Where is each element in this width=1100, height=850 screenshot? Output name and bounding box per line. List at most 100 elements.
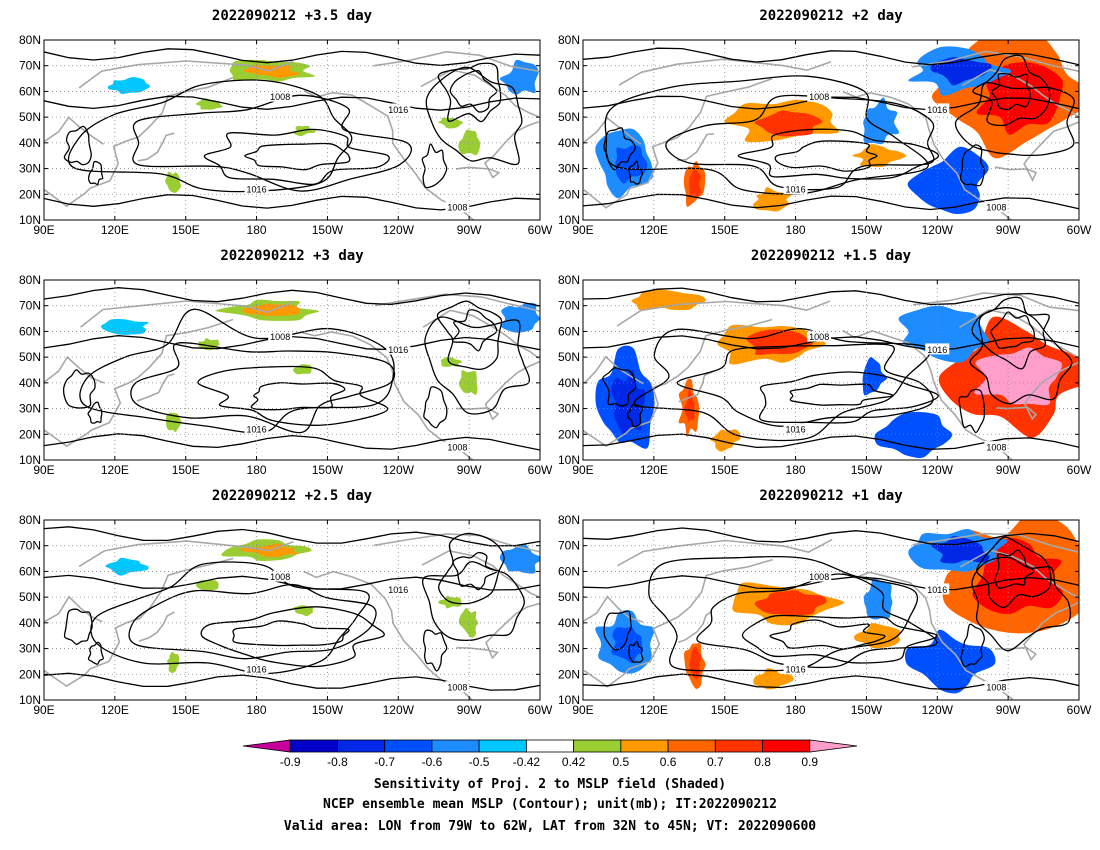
sensitivity-shading bbox=[105, 539, 540, 674]
contour-label: 1016 bbox=[247, 425, 267, 435]
lat-tick-label: 30N bbox=[19, 402, 41, 416]
contour-label: 1008 bbox=[809, 572, 829, 582]
contour-label: 1008 bbox=[447, 683, 467, 693]
lon-tick-label: 150E bbox=[711, 703, 739, 717]
colorbar-tick-label: -0.8 bbox=[327, 755, 348, 769]
lat-tick-label: 60N bbox=[19, 564, 41, 578]
lat-tick-label: 80N bbox=[558, 33, 580, 47]
lat-tick-label: 50N bbox=[19, 110, 41, 124]
panel-title: 2022090212 +3 day bbox=[220, 248, 364, 264]
contour-label: 1008 bbox=[986, 203, 1006, 213]
lon-tick-label: 90E bbox=[572, 223, 593, 237]
panel-title: 2022090212 +2 day bbox=[759, 8, 903, 24]
lon-tick-label: 180 bbox=[247, 223, 267, 237]
panel-title: 2022090212 +2.5 day bbox=[212, 488, 373, 504]
colorbar-swatch bbox=[431, 739, 480, 753]
contour-label: 1016 bbox=[927, 345, 947, 355]
lat-tick-label: 20N bbox=[558, 187, 580, 201]
lat-tick-label: 60N bbox=[19, 84, 41, 98]
lat-tick-label: 20N bbox=[19, 667, 41, 681]
colorbar-tick-label: 0.8 bbox=[754, 755, 771, 769]
lon-tick-label: 180 bbox=[786, 463, 806, 477]
lon-tick-label: 120W bbox=[383, 703, 415, 717]
lat-tick-label: 70N bbox=[558, 299, 580, 313]
lat-tick-label: 80N bbox=[19, 513, 41, 527]
latitude-axis: 10N 20N 30N 40N 50N 60N 70N 80N bbox=[558, 33, 1079, 227]
lon-tick-label: 120W bbox=[383, 223, 415, 237]
lon-tick-label: 150W bbox=[312, 223, 344, 237]
contour-label: 1016 bbox=[786, 665, 806, 675]
latitude-axis: 10N 20N 30N 40N 50N 60N 70N 80N bbox=[19, 273, 540, 467]
contour-label: 1016 bbox=[388, 105, 408, 115]
sensitivity-shading bbox=[107, 59, 539, 193]
lon-tick-label: 90W bbox=[457, 223, 482, 237]
contour-label: 1016 bbox=[927, 585, 947, 595]
lon-tick-label: 180 bbox=[247, 703, 267, 717]
lat-tick-label: 10N bbox=[19, 453, 41, 467]
lat-tick-label: 10N bbox=[558, 693, 580, 707]
mslp-contours: 1008 1016 1016 1008 bbox=[44, 287, 540, 453]
colorbar-tick-label: -0.5 bbox=[469, 755, 490, 769]
lon-tick-label: 60W bbox=[1067, 463, 1092, 477]
lon-tick-label: 120E bbox=[101, 223, 129, 237]
contour-label: 1016 bbox=[786, 185, 806, 195]
lon-tick-label: 150W bbox=[312, 463, 344, 477]
contour-label: 1008 bbox=[986, 443, 1006, 453]
lon-tick-label: 120W bbox=[922, 463, 954, 477]
contour-label: 1008 bbox=[270, 332, 290, 342]
lat-tick-label: 10N bbox=[19, 693, 41, 707]
lon-tick-label: 150E bbox=[172, 223, 200, 237]
lat-tick-label: 60N bbox=[19, 324, 41, 338]
lon-tick-label: 90E bbox=[33, 463, 54, 477]
map-panel-5: 2022090212 +2.5 day 1008 1016 1016 1008 10N… bbox=[19, 488, 553, 717]
lat-tick-label: 50N bbox=[19, 590, 41, 604]
map-panel-1: 2022090212 +3.5 day 1008 1016 1016 1008 10N… bbox=[19, 8, 553, 237]
map-frame bbox=[582, 519, 1080, 701]
contour-label: 1008 bbox=[270, 92, 290, 102]
lon-tick-label: 150W bbox=[851, 463, 883, 477]
coastlines bbox=[44, 533, 540, 700]
lon-tick-label: 180 bbox=[786, 223, 806, 237]
contour-label: 1016 bbox=[247, 665, 267, 675]
colorbar-swatch bbox=[478, 739, 527, 753]
lon-tick-label: 90W bbox=[996, 463, 1021, 477]
lat-tick-label: 10N bbox=[558, 213, 580, 227]
lat-tick-label: 60N bbox=[558, 324, 580, 338]
sensitivity-shading bbox=[595, 289, 1079, 459]
lat-tick-label: 20N bbox=[19, 427, 41, 441]
coastlines bbox=[583, 50, 1079, 220]
sensitivity-shading bbox=[100, 299, 540, 433]
colorbar-swatch bbox=[289, 739, 338, 753]
contour-label: 1008 bbox=[447, 443, 467, 453]
gridlines bbox=[44, 520, 540, 700]
colorbar-swatch bbox=[242, 739, 291, 753]
lon-tick-label: 60W bbox=[1067, 703, 1092, 717]
colorbar-swatch bbox=[384, 739, 433, 753]
lat-tick-label: 70N bbox=[19, 59, 41, 73]
colorbar-swatch bbox=[809, 739, 858, 753]
lon-tick-label: 120W bbox=[922, 223, 954, 237]
lat-tick-label: 40N bbox=[558, 376, 580, 390]
lon-tick-label: 120W bbox=[383, 463, 415, 477]
lat-tick-label: 30N bbox=[558, 402, 580, 416]
figure-caption: Sensitivity of Proj. 2 to MSLP field (Sh… bbox=[284, 777, 816, 834]
lon-tick-label: 150W bbox=[312, 703, 344, 717]
gridlines bbox=[44, 40, 540, 220]
colorbar-swatch bbox=[620, 739, 669, 753]
sensitivity-shading bbox=[595, 520, 1079, 694]
latitude-axis: 10N 20N 30N 40N 50N 60N 70N 80N bbox=[19, 513, 540, 707]
lat-tick-label: 30N bbox=[19, 162, 41, 176]
colorbar-tick-label: -0.9 bbox=[280, 755, 301, 769]
contour-label: 1008 bbox=[270, 572, 290, 582]
lat-tick-label: 70N bbox=[19, 539, 41, 553]
lon-tick-label: 150E bbox=[172, 703, 200, 717]
lat-tick-label: 40N bbox=[558, 616, 580, 630]
contour-label: 1016 bbox=[786, 425, 806, 435]
lat-tick-label: 30N bbox=[558, 162, 580, 176]
map-frame bbox=[582, 39, 1080, 221]
lon-tick-label: 120W bbox=[922, 703, 954, 717]
map-frame bbox=[43, 39, 541, 221]
lon-tick-label: 90W bbox=[457, 703, 482, 717]
lon-tick-label: 120E bbox=[640, 223, 668, 237]
lat-tick-label: 80N bbox=[19, 33, 41, 47]
